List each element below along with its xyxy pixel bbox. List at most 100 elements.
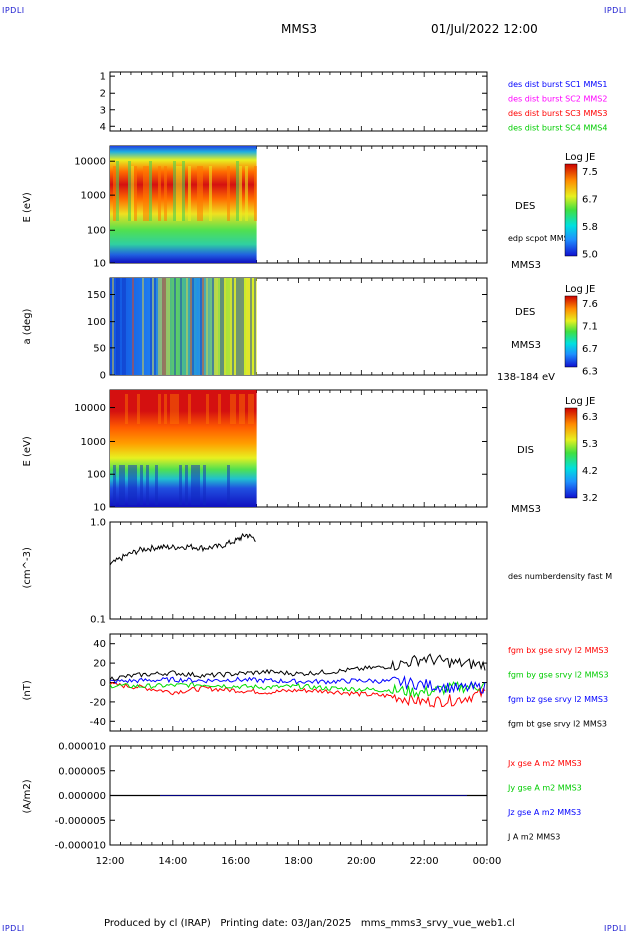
y-tick-label: 50 (93, 343, 106, 354)
spectrogram-stripe (188, 394, 191, 424)
spectrogram-stripe (131, 166, 134, 221)
colorbar-tick-label: 7.6 (582, 299, 598, 310)
corner-label-top-left: IPDLI (2, 6, 25, 15)
legend-entry: Jz gse A m2 MMS3 (507, 808, 581, 817)
spectrogram-stripe (216, 278, 218, 375)
corner-label-bottom-right: IPDLI (604, 924, 627, 933)
y-tick-label: 0.000005 (58, 766, 106, 777)
spectrogram-stripe (154, 278, 156, 375)
spectrogram-stripe (222, 278, 224, 375)
spectrogram-stripe (116, 161, 119, 221)
colorbar-title: Log JE (565, 152, 595, 163)
spectrogram-stripe (179, 166, 182, 221)
pitch-angle-spectrogram (110, 278, 257, 375)
colorbar-tick-label: 3.2 (582, 493, 598, 504)
colorbar-tick-label: 5.3 (582, 439, 598, 450)
species-label: DES (515, 201, 535, 212)
panel-frame (109, 521, 488, 620)
spectrogram-stripe (192, 278, 194, 375)
y-tick-label: 10000 (74, 157, 106, 168)
spectrogram-stripe (230, 394, 233, 424)
spectrogram-stripe (173, 161, 176, 221)
legend-entry: fgm bt gse srvy l2 MMS3 (508, 720, 607, 729)
y-tick-label: 100 (87, 226, 106, 237)
colorbar (564, 163, 578, 257)
colorbar-tick-label: 7.1 (582, 322, 598, 333)
colorbar-title: Log JE (565, 396, 595, 407)
spacecraft-title: MMS3 (281, 22, 317, 36)
spectrogram-stripe (164, 278, 166, 375)
y-axis-label: (nT) (22, 680, 33, 700)
spectrogram-stripe (200, 166, 203, 221)
spectrogram-stripe (227, 166, 230, 221)
spectrogram-stripe (224, 278, 226, 375)
spectrogram-stripe (152, 278, 154, 375)
x-tick-label: 00:00 (473, 856, 502, 867)
spectrogram-stripe (118, 278, 120, 375)
x-tick-label: 14:00 (158, 856, 187, 867)
spectrogram-stripe (209, 166, 212, 221)
spectrogram-stripe (197, 465, 200, 505)
spectrogram-stripe (236, 161, 239, 221)
colorbar-tick-label: 6.7 (582, 195, 598, 206)
spectrogram-stripe (174, 278, 176, 375)
spectrogram-stripe (212, 278, 214, 375)
spectrogram-stripe (194, 465, 197, 505)
spacecraft-label: MMS3 (511, 504, 541, 515)
spectrogram-stripe (248, 278, 250, 375)
spectrogram-stripe (186, 278, 188, 375)
spectrogram-stripe (143, 166, 146, 221)
y-tick-label: 4 (100, 122, 106, 133)
spectrogram-stripe (206, 394, 209, 424)
y-tick-label: -0.000010 (55, 841, 106, 852)
y-tick-label: 40 (93, 639, 106, 650)
spectrogram-stripe (116, 278, 118, 375)
y-tick-label: 0 (100, 371, 106, 382)
y-tick-label: 20 (93, 659, 106, 670)
b-field-series-line (109, 680, 486, 699)
y-axis-label: E (eV) (22, 192, 33, 222)
spectrogram-stripe (164, 166, 167, 221)
spectrogram-stripe (113, 465, 116, 505)
y-tick-label: 150 (87, 290, 106, 301)
datetime-title: 01/Jul/2022 12:00 (431, 22, 538, 36)
y-tick-label: 3 (100, 105, 106, 116)
spectrogram-stripe (180, 278, 182, 375)
overlay-label: edp scpot MMS3 (508, 234, 574, 243)
spectrogram-stripe (113, 166, 116, 221)
x-tick-label: 20:00 (347, 856, 376, 867)
spectrogram-stripe (149, 161, 152, 221)
y-axis-label: a (deg) (22, 308, 33, 344)
spectrogram-stripe (245, 166, 248, 221)
spectrogram-stripe (227, 465, 230, 505)
spectrogram-stripe (168, 278, 170, 375)
spectrogram-stripe (185, 465, 188, 505)
spectrogram-stripe (166, 278, 168, 375)
legend-entry: fgm bz gse srvy l2 MMS3 (508, 695, 608, 704)
colorbar (564, 407, 578, 499)
legend-entry: des dist burst SC4 MMS4 (508, 124, 607, 133)
spectrogram-stripe (128, 465, 131, 505)
colorbar-tick-label: 6.3 (582, 412, 598, 423)
spectrogram-stripe (239, 166, 242, 221)
y-tick-label: 100 (87, 317, 106, 328)
spectrogram-stripe (239, 394, 242, 424)
legend-entry: Jx gse A m2 MMS3 (507, 759, 582, 768)
y-tick-label: -40 (90, 717, 106, 728)
corner-label-bottom-left: IPDLI (2, 924, 25, 933)
legend-entry: des dist burst SC2 MMS2 (508, 95, 607, 104)
spectrogram-stripe (200, 278, 202, 375)
spectrogram-stripe (206, 278, 208, 375)
spectrogram-stripe (250, 278, 252, 375)
spectrogram-stripe (132, 278, 134, 375)
energy-range-label: 138-184 eV (497, 372, 555, 383)
density-series-line (109, 532, 256, 566)
y-tick-label: 1 (100, 72, 106, 83)
spectrogram-stripe (122, 465, 125, 505)
spectrogram-stripe (218, 394, 221, 424)
spectrogram-stripe (146, 166, 149, 221)
corner-label-top-right: IPDLI (604, 6, 627, 15)
x-tick-label: 16:00 (221, 856, 250, 867)
b-field-series-line (109, 674, 486, 694)
